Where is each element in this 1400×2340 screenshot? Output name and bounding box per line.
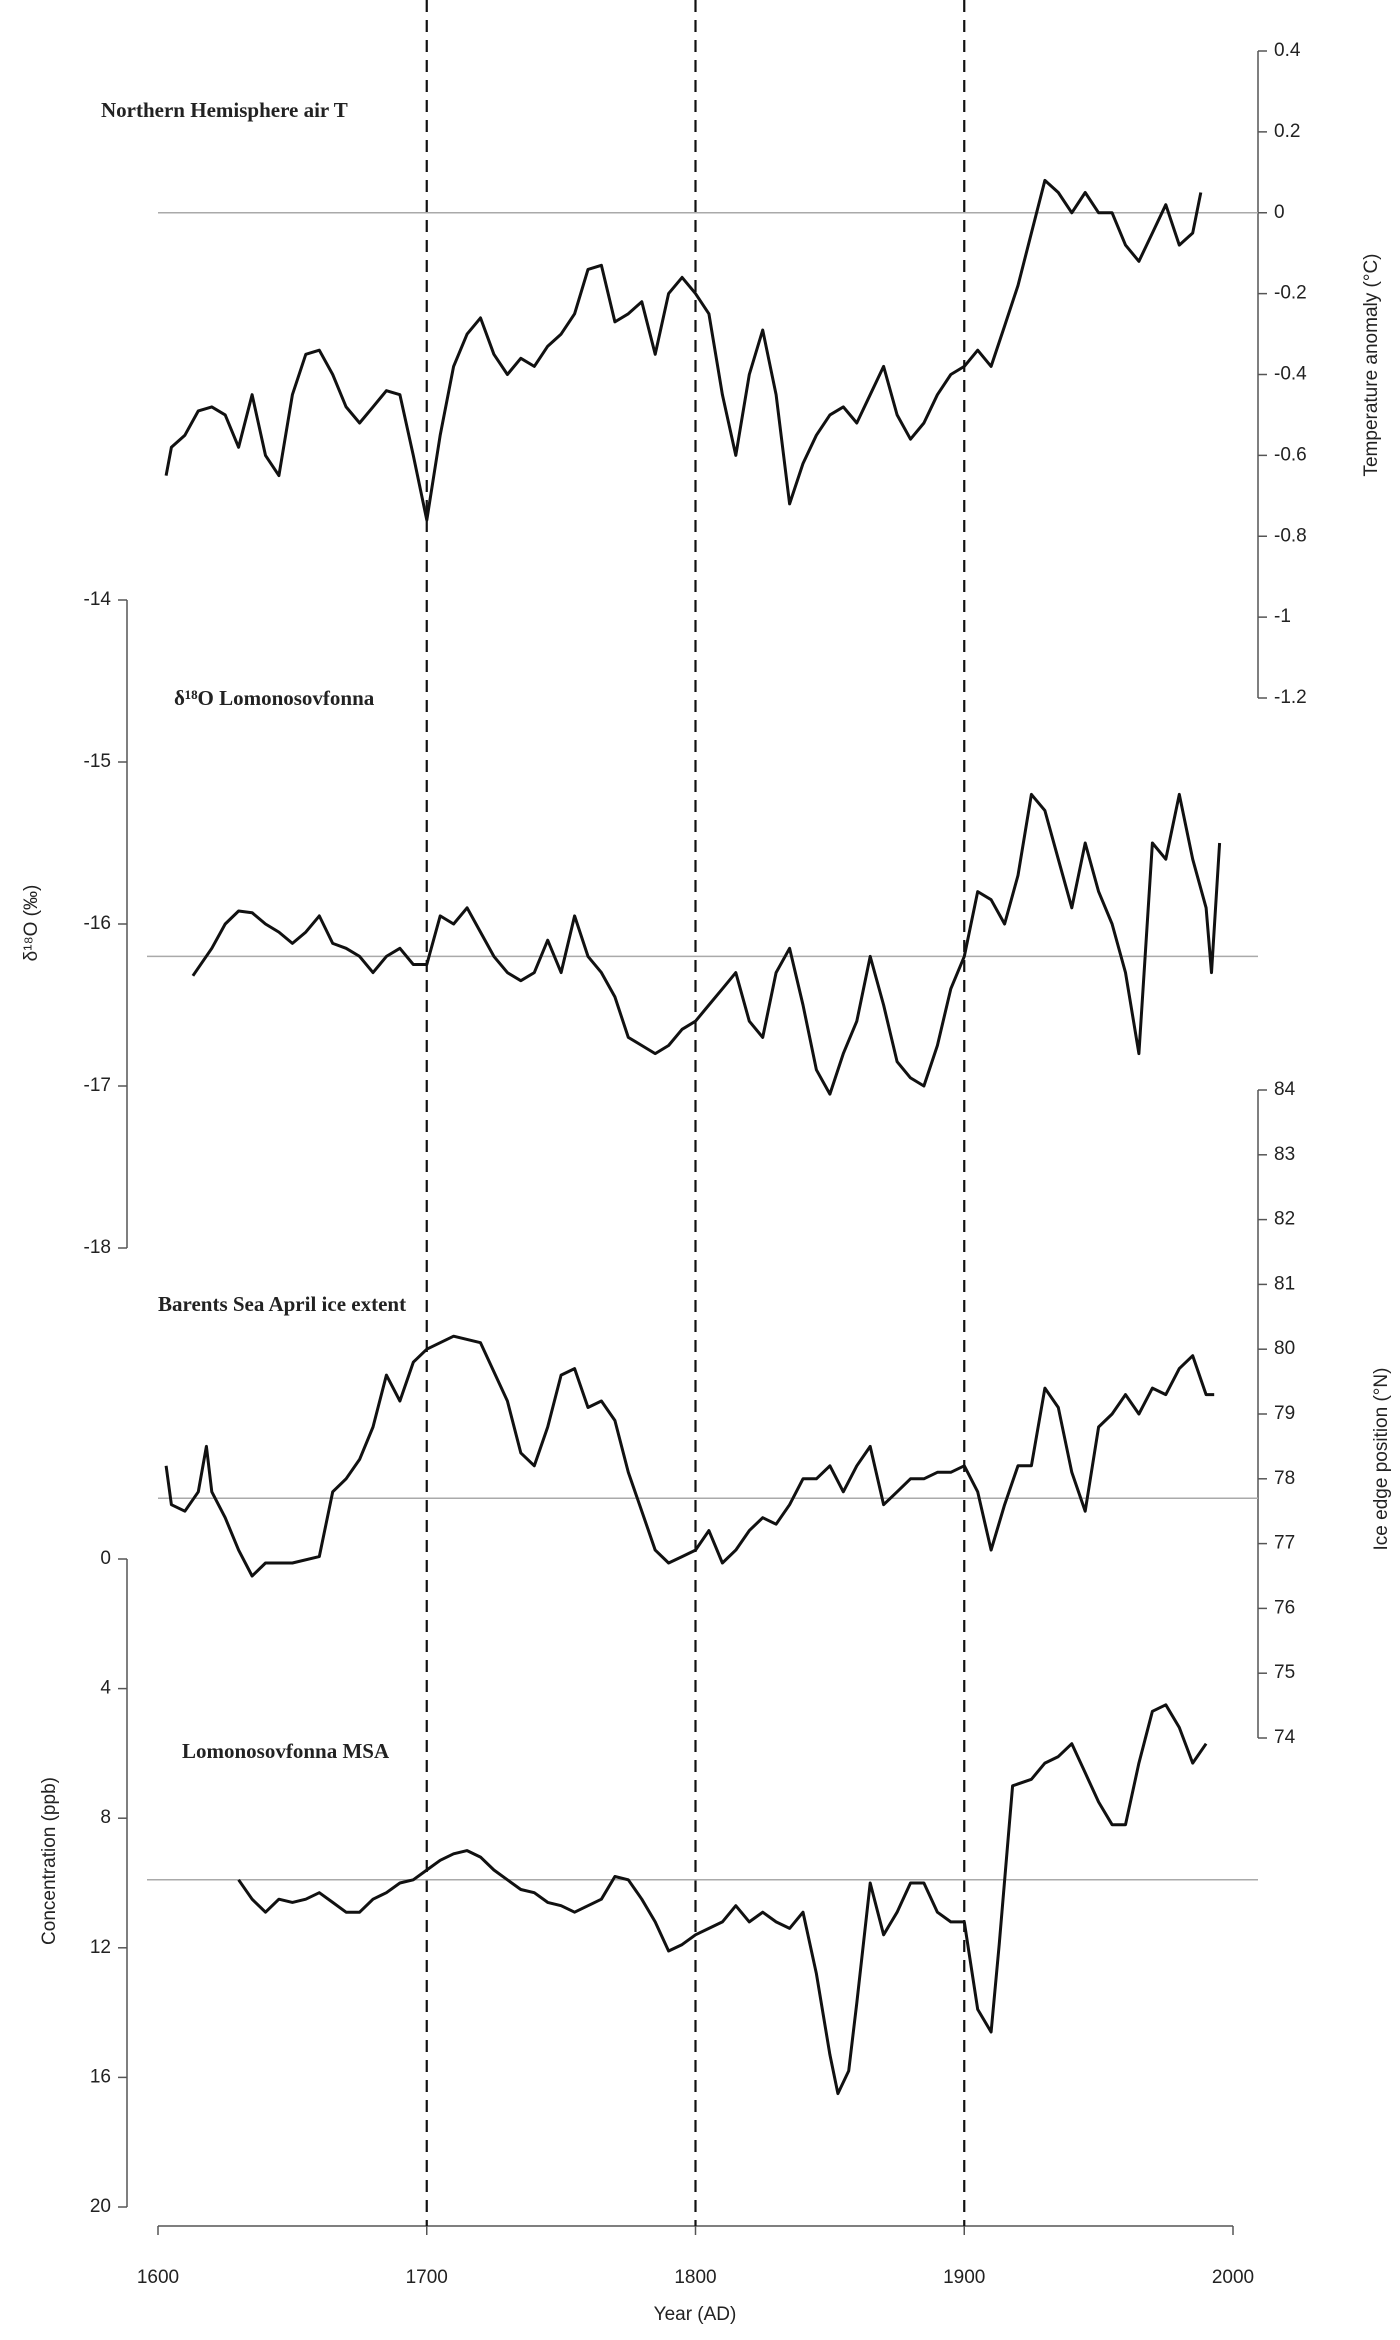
x-tick-label: 1600 <box>137 2267 179 2288</box>
y-tick-label: 75 <box>1274 1662 1295 1683</box>
y-tick-label: 0 <box>100 1548 111 1569</box>
y-tick-label: 0 <box>1274 202 1285 223</box>
y-tick-label: -14 <box>84 589 112 610</box>
y-tick-label: 79 <box>1274 1403 1295 1424</box>
y-tick-label: -1.2 <box>1274 687 1307 708</box>
data-line <box>164 1334 1215 1578</box>
panel-title: δ¹⁸O Lomonosovfonna <box>174 686 375 710</box>
panel-title: Barents Sea April ice extent <box>158 1292 406 1316</box>
data-line <box>164 178 1203 522</box>
y-tick-label: -0.2 <box>1274 283 1307 304</box>
y-tick-label: 76 <box>1274 1597 1295 1618</box>
y-tick-label: -18 <box>84 1237 111 1258</box>
y-tick-label: -0.8 <box>1274 525 1307 546</box>
data-line <box>237 1703 1208 2096</box>
y-tick-label: 74 <box>1274 1727 1296 1748</box>
x-tick-label: 2000 <box>1212 2267 1254 2288</box>
y-tick-label: 12 <box>90 1937 111 1958</box>
y-axis-label: Ice edge position (°N) <box>1371 1368 1392 1551</box>
y-tick-label: -17 <box>84 1075 111 1096</box>
x-axis-label: Year (AD) <box>654 2304 737 2325</box>
y-tick-label: 81 <box>1274 1273 1295 1294</box>
y-tick-label: -15 <box>84 751 111 772</box>
panel-title: Lomonosovfonna MSA <box>182 1739 390 1763</box>
x-tick-label: 1900 <box>943 2267 985 2288</box>
y-axis-label: Concentration (ppb) <box>39 1777 60 1945</box>
y-tick-label: -0.6 <box>1274 444 1307 465</box>
y-tick-label: 78 <box>1274 1468 1295 1489</box>
y-tick-label: 8 <box>100 1807 111 1828</box>
y-tick-label: -1 <box>1274 606 1291 627</box>
y-tick-label: -0.4 <box>1274 364 1307 385</box>
y-tick-label: 4 <box>100 1678 111 1699</box>
y-tick-label: 80 <box>1274 1338 1295 1359</box>
y-tick-label: 83 <box>1274 1144 1295 1165</box>
y-axis-label: δ¹⁸O (‰) <box>21 885 42 962</box>
y-tick-label: 16 <box>90 2066 111 2087</box>
y-tick-label: 0.2 <box>1274 121 1300 142</box>
x-tick-label: 1800 <box>674 2267 716 2288</box>
y-tick-label: 77 <box>1274 1533 1295 1554</box>
y-axis-label: Temperature anomaly (°C) <box>1361 253 1382 476</box>
panel-title: Northern Hemisphere air T <box>101 98 348 122</box>
y-tick-label: 20 <box>90 2196 111 2217</box>
data-line <box>191 792 1222 1096</box>
y-tick-label: -16 <box>84 913 111 934</box>
x-tick-label: 1700 <box>406 2267 448 2288</box>
y-tick-label: 84 <box>1274 1079 1296 1100</box>
y-tick-label: 82 <box>1274 1209 1295 1230</box>
y-tick-label: 0.4 <box>1274 40 1301 61</box>
